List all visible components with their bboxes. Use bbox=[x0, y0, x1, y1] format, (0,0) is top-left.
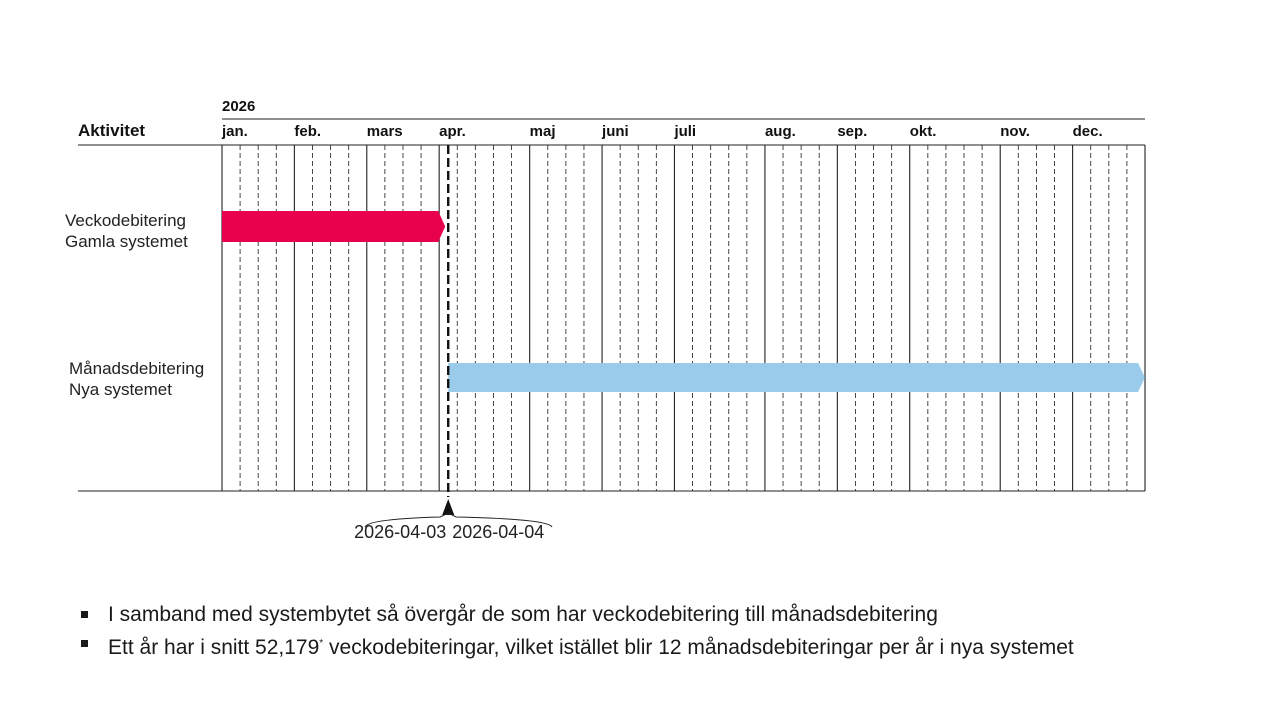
task-labels: Veckodebitering Gamla systemet Månadsdebit… bbox=[65, 211, 204, 399]
note-item: I samband med systembytet så övergår de … bbox=[80, 600, 1074, 629]
task-label-line1: Månadsdebitering bbox=[69, 359, 204, 378]
milestone-arrow-icon bbox=[442, 499, 455, 515]
gantt-chart: 2026 Aktivitet jan. feb. mars apr. maj juni ju… bbox=[65, 98, 1146, 542]
month-label: sep. bbox=[837, 123, 867, 140]
task-bar bbox=[222, 211, 446, 242]
month-label: feb. bbox=[294, 123, 321, 140]
note-text: Ett år har i snitt 52,179 bbox=[108, 636, 320, 659]
activity-column-header: Aktivitet bbox=[78, 121, 145, 140]
month-labels: jan. feb. mars apr. maj juni juli aug. sep. okt. n… bbox=[221, 123, 1103, 140]
square-bullet-icon bbox=[81, 640, 88, 647]
month-label: okt. bbox=[910, 123, 937, 140]
month-label: nov. bbox=[1000, 123, 1030, 140]
month-label: maj bbox=[530, 123, 556, 140]
month-label: aug. bbox=[765, 123, 796, 140]
month-label: mars bbox=[367, 123, 403, 140]
month-label: jan. bbox=[221, 123, 248, 140]
milestone-date-right: 2026-04-04 bbox=[452, 522, 544, 542]
notes-list: I samband med systembytet så övergår de … bbox=[80, 600, 1074, 662]
month-label: apr. bbox=[439, 123, 466, 140]
note-text: I samband med systembytet så övergår de … bbox=[108, 603, 938, 626]
square-bullet-icon bbox=[81, 611, 88, 618]
month-label: juni bbox=[601, 123, 629, 140]
year-label: 2026 bbox=[222, 98, 255, 115]
task-label-line2: Gamla systemet bbox=[65, 232, 188, 251]
month-label: juli bbox=[673, 123, 696, 140]
task-label-line2: Nya systemet bbox=[69, 380, 172, 399]
milestone-marker: 2026-04-03 2026-04-04 bbox=[354, 145, 553, 542]
note-item: Ett år har i snitt 52,179* veckodebiteri… bbox=[80, 629, 1074, 662]
note-text-continued: veckodebiteringar, vilket istället blir … bbox=[323, 636, 1074, 659]
timeline-grid bbox=[221, 145, 1146, 491]
task-bars bbox=[222, 211, 1146, 392]
milestone-date-left: 2026-04-03 bbox=[354, 522, 446, 542]
task-bar bbox=[448, 363, 1146, 392]
footnote-mark: * bbox=[319, 638, 324, 649]
month-label: dec. bbox=[1073, 123, 1103, 140]
milestone-brace bbox=[364, 512, 553, 528]
task-label-line1: Veckodebitering bbox=[65, 211, 186, 230]
